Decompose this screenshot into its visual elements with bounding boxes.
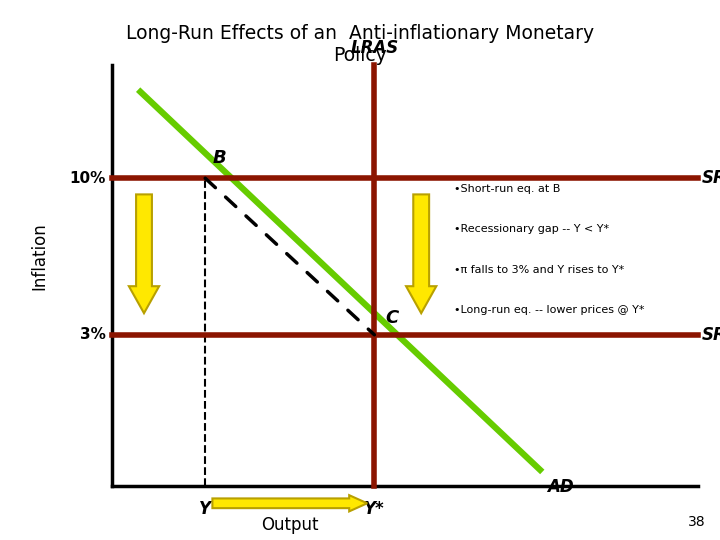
Text: 10%: 10% xyxy=(69,171,106,186)
Text: C: C xyxy=(385,309,398,327)
Text: 38: 38 xyxy=(688,515,706,529)
FancyArrow shape xyxy=(406,194,436,313)
Text: •Long-run eq. -- lower prices @ Y*: •Long-run eq. -- lower prices @ Y* xyxy=(454,305,644,315)
Text: Long-Run Effects of an  Anti-inflationary Monetary: Long-Run Effects of an Anti-inflationary… xyxy=(126,24,594,43)
Text: B: B xyxy=(212,150,226,167)
FancyArrow shape xyxy=(212,495,367,511)
Text: •Short-run eq. at B: •Short-run eq. at B xyxy=(454,184,560,194)
Text: LRAS: LRAS xyxy=(350,39,399,57)
Text: •π falls to 3% and Y rises to Y*: •π falls to 3% and Y rises to Y* xyxy=(454,265,624,275)
Text: Y*: Y* xyxy=(364,500,384,517)
Text: SRAS: SRAS xyxy=(702,326,720,344)
Text: AD: AD xyxy=(547,478,574,496)
Text: 3%: 3% xyxy=(80,327,106,342)
Text: Output: Output xyxy=(261,516,318,534)
Text: Policy: Policy xyxy=(333,46,387,65)
Text: Y: Y xyxy=(199,500,211,517)
Text: •Recessionary gap -- Y < Y*: •Recessionary gap -- Y < Y* xyxy=(454,224,608,234)
Text: Inflation: Inflation xyxy=(30,222,48,291)
Text: SRAS: SRAS xyxy=(702,169,720,187)
FancyArrow shape xyxy=(129,194,159,313)
